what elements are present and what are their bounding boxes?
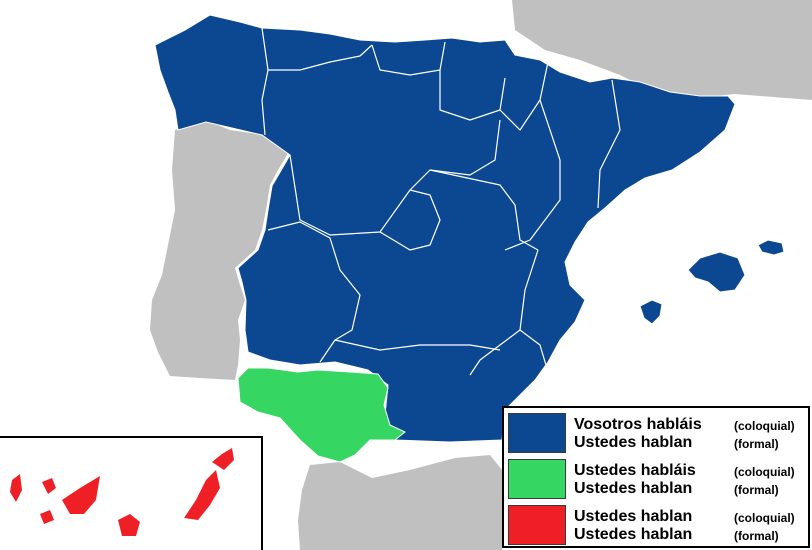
legend-item-ustedes-only: Ustedes hablan (coloquial) Ustedes habla… bbox=[504, 502, 808, 546]
gran-canaria-island bbox=[118, 514, 140, 536]
legend-swatch bbox=[508, 413, 566, 453]
legend-line1: Ustedes habláis bbox=[574, 462, 696, 479]
legend-note2: (formal) bbox=[734, 529, 779, 543]
mallorca-island bbox=[687, 251, 746, 293]
border-cantabria bbox=[371, 41, 446, 76]
mainland-north-center-east bbox=[154, 14, 736, 443]
border-murcia bbox=[469, 329, 521, 376]
border-asturias bbox=[268, 44, 373, 71]
regions-vosotros bbox=[154, 14, 785, 443]
canary-inset-frame bbox=[0, 436, 263, 550]
legend-item-ustedes-coloquial: Ustedes habláis (coloquial) Ustedes habl… bbox=[504, 456, 808, 500]
border-navarra bbox=[499, 61, 549, 131]
border-galicia bbox=[261, 27, 269, 136]
france-land bbox=[512, 0, 812, 100]
legend-line1: Vosotros habláis bbox=[574, 416, 702, 433]
legend-item-vosotros: Vosotros habláis (coloquial) Ustedes hab… bbox=[504, 410, 808, 454]
legend-note2: (formal) bbox=[734, 483, 779, 497]
legend-swatch bbox=[508, 505, 566, 545]
tenerife-island bbox=[62, 476, 100, 514]
lanzarote-island bbox=[212, 448, 234, 470]
portugal-land bbox=[150, 120, 290, 380]
region-borders bbox=[261, 27, 621, 376]
legend-line2: Ustedes hablan bbox=[574, 526, 693, 543]
la-palma-island bbox=[10, 474, 22, 502]
legend-note1: (coloquial) bbox=[734, 419, 795, 433]
legend-swatch bbox=[508, 459, 566, 499]
menorca-island bbox=[757, 239, 785, 256]
neighbor-land bbox=[150, 0, 812, 550]
ibiza-island bbox=[639, 299, 663, 325]
border-andalusia-north bbox=[334, 339, 501, 351]
legend-line1: Ustedes hablan bbox=[574, 508, 693, 525]
border-extremadura bbox=[267, 221, 361, 363]
border-aragon bbox=[504, 99, 561, 251]
border-basque bbox=[439, 70, 506, 121]
legend-note1: (coloquial) bbox=[734, 465, 795, 479]
border-catalonia bbox=[597, 79, 621, 209]
legend-line2: Ustedes hablan bbox=[574, 480, 693, 497]
canary-islands bbox=[10, 448, 234, 536]
el-hierro-island bbox=[40, 510, 54, 524]
legend: Vosotros habláis (coloquial) Ustedes hab… bbox=[502, 406, 810, 548]
border-madrid bbox=[379, 189, 441, 251]
andalusia-west-region bbox=[237, 367, 406, 463]
legend-note1: (coloquial) bbox=[734, 511, 795, 525]
fuerteventura-island bbox=[184, 470, 220, 520]
border-castile-lamancha bbox=[429, 169, 539, 251]
legend-note2: (formal) bbox=[734, 437, 779, 451]
legend-line2: Ustedes hablan bbox=[574, 434, 693, 451]
la-gomera-island bbox=[42, 478, 56, 494]
morocco-land bbox=[298, 455, 502, 550]
